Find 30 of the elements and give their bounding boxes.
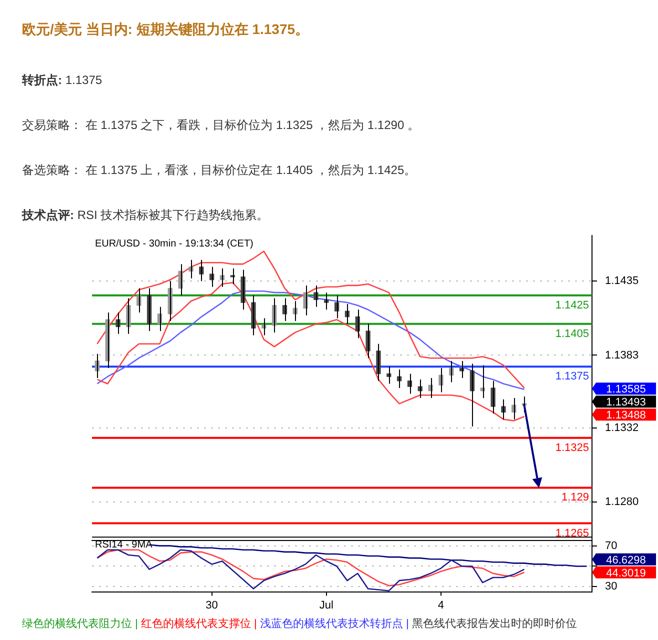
text: 技术点评: RSI 技术指标被其下行趋势线拖累。 (22, 207, 269, 224)
text: 44.3019 (606, 567, 646, 580)
ref-line-label: 1.129 (561, 492, 589, 504)
x-tick-label: Jul (319, 599, 334, 612)
chart-title: 欧元/美元 当日内: 短期关键阻力位在 1.1375。 (22, 21, 310, 39)
ref-line-label: 1.1425 (555, 299, 589, 312)
ref-line-label: 1.1265 (555, 527, 589, 540)
text: 红色的横线代表支撑位 | (140, 618, 257, 630)
y-tick-label: 70 (605, 540, 618, 552)
text: 绿色的横线代表阻力位 | (22, 618, 138, 630)
x-tick-label: 4 (438, 599, 444, 612)
y-tick-label: 30 (605, 580, 618, 593)
x-tick-label: 30 (206, 599, 218, 612)
text: 1.13493 (606, 396, 646, 409)
text: 1.13585 (606, 384, 646, 396)
ref-line-label: 1.1325 (555, 442, 589, 454)
text: 黑色线代表报告发出时的即时价位 (412, 618, 577, 630)
text: 浅蓝色的横线代表技术转折点 | (260, 618, 409, 630)
text: 备选策略： 在 1.1375 上，看涨，目标价位定在 1.1405 ，然后为 1.1425。 (22, 162, 416, 179)
ref-line-label: 1.1405 (555, 328, 589, 340)
text: 1.13488 (606, 410, 646, 422)
text: 转折点: 1.1375 (22, 72, 102, 89)
y-tick-label: 1.1435 (605, 275, 639, 288)
ref-line-label: 1.1375 (555, 370, 589, 383)
text: 46.6298 (606, 554, 646, 566)
y-tick-label: 1.1280 (605, 496, 639, 508)
y-tick-label: 1.1332 (605, 422, 639, 434)
y-tick-label: 1.1383 (605, 349, 639, 362)
chart-subtitle: EUR/USD - 30min - 19:13:34 (CET) (95, 238, 254, 250)
text: 交易策略： 在 1.1375 之下，看跌，目标价位为 1.1325 ，然后为 1.1290 。 (22, 117, 420, 134)
